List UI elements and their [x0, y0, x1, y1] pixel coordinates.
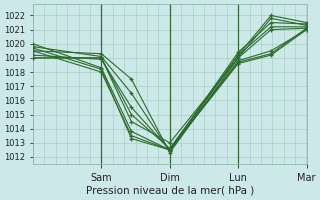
- X-axis label: Pression niveau de la mer( hPa ): Pression niveau de la mer( hPa ): [86, 186, 254, 196]
